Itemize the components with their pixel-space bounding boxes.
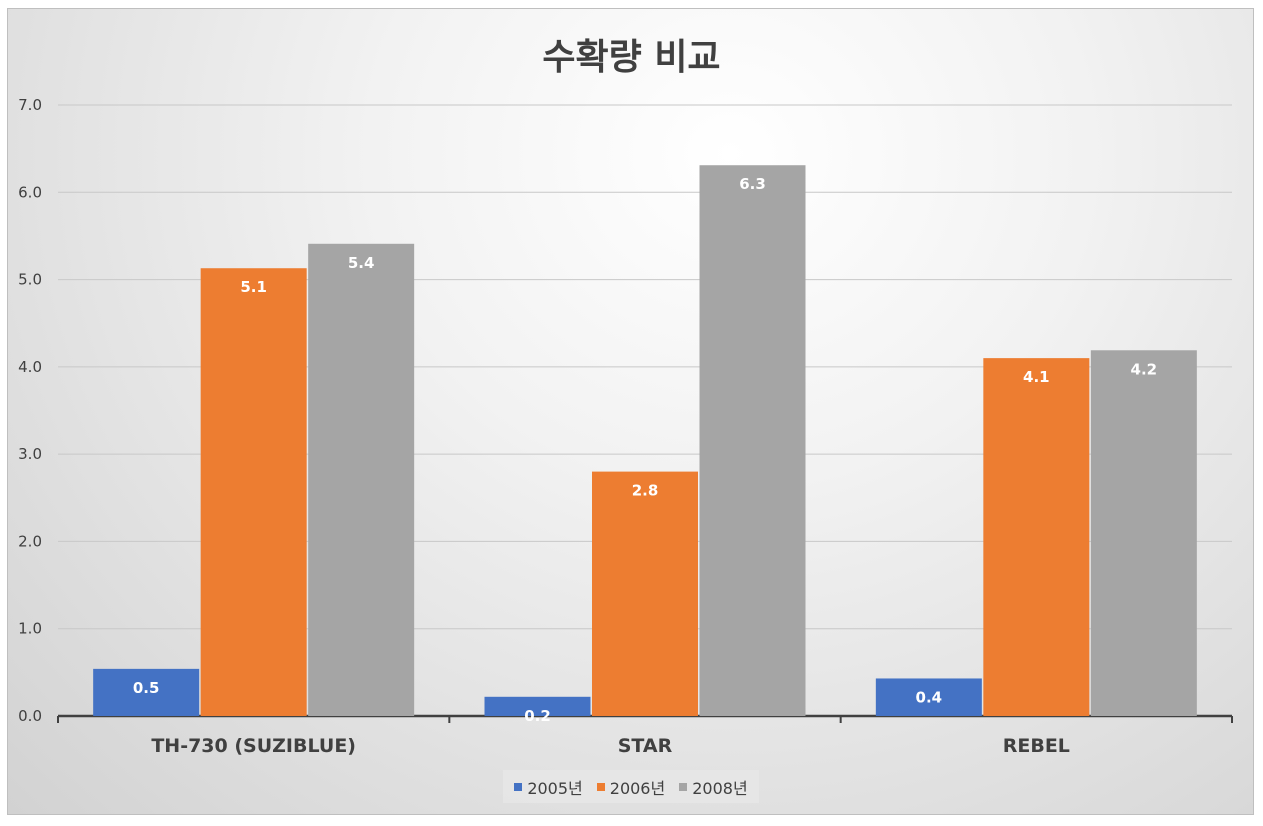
bar xyxy=(699,165,806,716)
x-category-label: STAR xyxy=(618,735,673,757)
y-tick-label: 2.0 xyxy=(18,532,42,550)
legend-label: 2008년 xyxy=(692,778,748,798)
bar xyxy=(983,358,1090,716)
data-label: 0.4 xyxy=(916,688,943,706)
y-tick-label: 5.0 xyxy=(18,271,42,289)
y-tick-label: 6.0 xyxy=(18,183,42,201)
legend-item: 2008년 xyxy=(679,775,748,799)
bar xyxy=(1090,350,1197,716)
data-label: 6.3 xyxy=(739,175,766,193)
data-label: 5.1 xyxy=(240,278,267,296)
y-tick-label: 0.0 xyxy=(18,707,42,725)
x-category-label: TH-730 (SUZIBLUE) xyxy=(151,735,356,757)
y-tick-label: 1.0 xyxy=(18,620,42,638)
bar xyxy=(875,678,982,716)
data-label: 0.2 xyxy=(524,707,551,725)
bar xyxy=(592,471,698,716)
legend-label: 2005년 xyxy=(527,778,583,798)
data-label: 4.1 xyxy=(1023,368,1050,386)
data-label: 5.4 xyxy=(348,254,375,272)
chart-title: 수확량 비교 xyxy=(542,37,721,78)
x-category-label: REBEL xyxy=(1003,735,1070,757)
data-label: 0.5 xyxy=(133,679,160,697)
legend-item: 2005년 xyxy=(514,775,583,799)
bar xyxy=(484,696,591,716)
data-label: 2.8 xyxy=(632,482,659,500)
bar xyxy=(308,243,415,716)
bar xyxy=(93,668,200,716)
data-label: 4.2 xyxy=(1131,360,1158,378)
y-tick-label: 3.0 xyxy=(18,445,42,463)
legend-swatch xyxy=(596,782,605,791)
y-tick-label: 4.0 xyxy=(18,358,42,376)
y-tick-label: 7.0 xyxy=(18,96,42,114)
legend: 2005년 2006년 2008년 xyxy=(503,770,759,803)
legend-swatch xyxy=(679,782,688,791)
legend-swatch xyxy=(514,782,523,791)
bar xyxy=(200,268,307,716)
legend-item: 2006년 xyxy=(596,775,666,799)
legend-label: 2006년 xyxy=(609,778,666,798)
